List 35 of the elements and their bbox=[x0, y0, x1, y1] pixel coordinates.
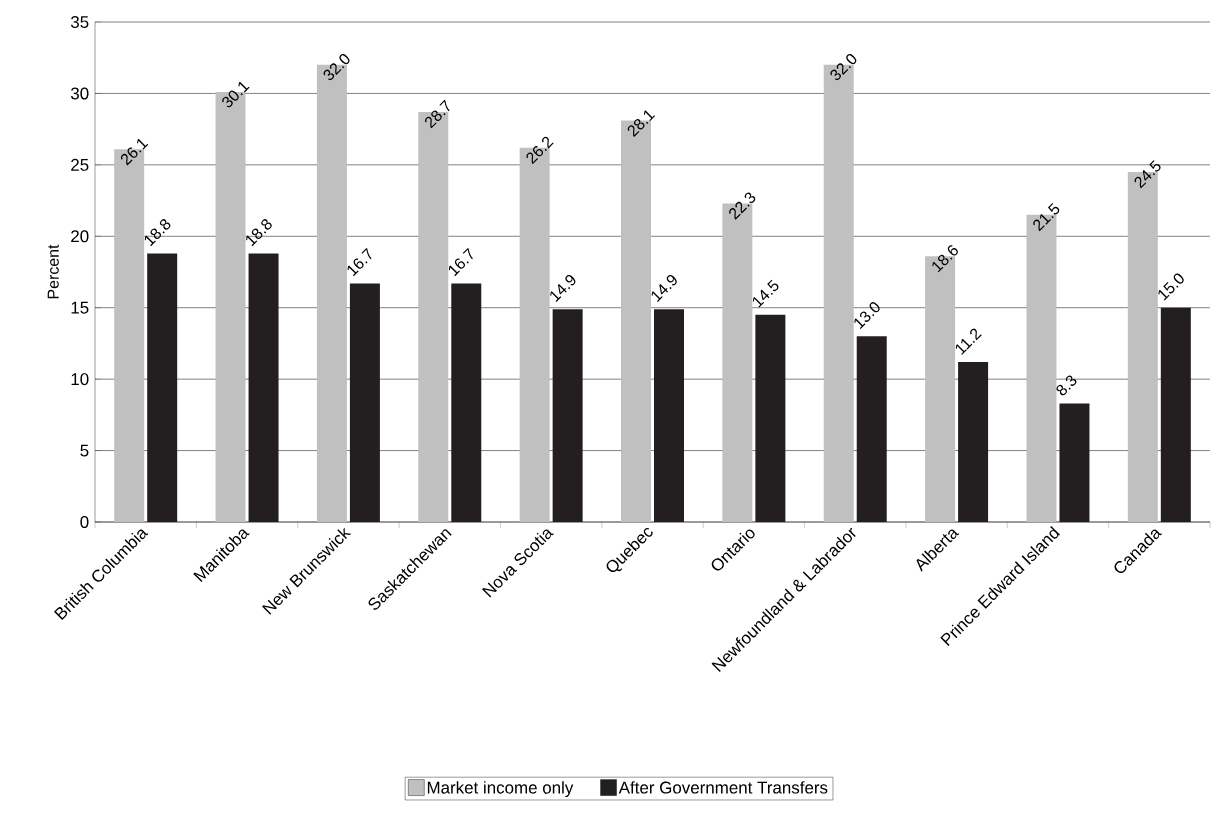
data-label: 32.0 bbox=[323, 54, 350, 81]
data-label: 28.1 bbox=[627, 110, 656, 137]
data-label: 32.0 bbox=[830, 54, 857, 81]
bar bbox=[147, 253, 178, 522]
y-tick-label: 10 bbox=[71, 373, 89, 386]
y-tick-label: 25 bbox=[71, 158, 89, 171]
bar bbox=[1160, 307, 1191, 522]
y-tick-label: 0 bbox=[80, 516, 89, 528]
legend-label: After Government Transfers bbox=[618, 781, 828, 794]
bar bbox=[552, 309, 583, 522]
data-label: 8.3 bbox=[1056, 375, 1077, 396]
y-tick-label: 35 bbox=[70, 16, 89, 28]
y-tick-label: 5 bbox=[80, 444, 89, 457]
data-label: 18.8 bbox=[144, 219, 171, 247]
data-label: 14.9 bbox=[651, 275, 677, 302]
bar bbox=[451, 283, 482, 522]
data-label: 13.0 bbox=[854, 302, 880, 330]
bar bbox=[349, 283, 380, 522]
y-tick-label: 20 bbox=[71, 230, 89, 243]
data-label: 18.8 bbox=[246, 219, 272, 247]
y-tick-label: 30 bbox=[70, 87, 89, 100]
bar bbox=[755, 314, 786, 522]
y-tick-label: 15 bbox=[71, 301, 89, 314]
data-label: 18.6 bbox=[932, 245, 958, 273]
bar bbox=[856, 336, 887, 522]
legend-label: Market income only bbox=[427, 781, 574, 797]
data-label: 11.2 bbox=[955, 328, 982, 355]
data-label: 14.9 bbox=[550, 275, 576, 302]
bar bbox=[248, 253, 279, 522]
bar bbox=[1059, 403, 1090, 522]
data-label: 30.1 bbox=[222, 81, 250, 108]
data-label: 26.1 bbox=[120, 138, 149, 166]
y-axis-title: Percent bbox=[47, 244, 59, 299]
bar bbox=[654, 309, 684, 522]
bar bbox=[958, 362, 989, 522]
